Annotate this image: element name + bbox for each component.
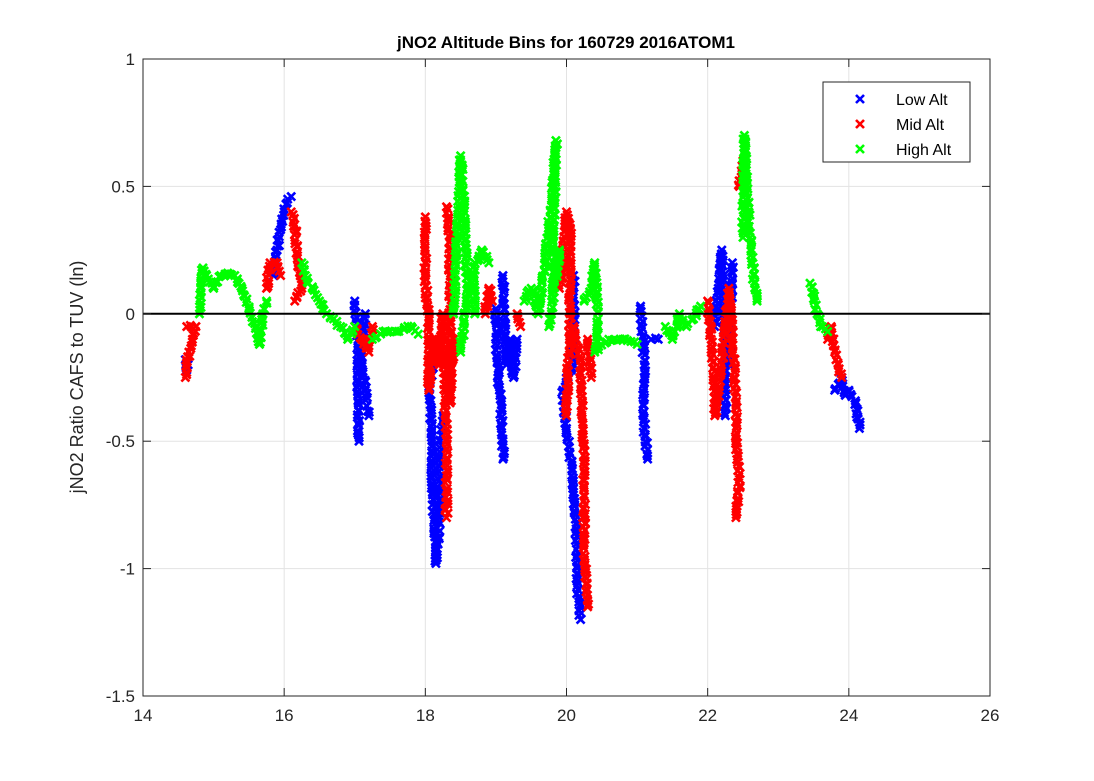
y-tick-label: -0.5	[106, 432, 135, 451]
data-point	[414, 330, 422, 338]
x-tick-label: 18	[416, 706, 435, 725]
x-tick-label: 22	[698, 706, 717, 725]
x-tick-label: 16	[275, 706, 294, 725]
legend-label: Low Alt	[896, 92, 948, 109]
x-tick-label: 20	[557, 706, 576, 725]
legend-label: Mid Alt	[896, 117, 945, 134]
x-tick-label: 24	[839, 706, 858, 725]
legend-label: High Alt	[896, 142, 952, 159]
y-tick-label: -1.5	[106, 687, 135, 706]
y-axis-label: jNO2 Ratio CAFS to TUV (ln)	[67, 261, 87, 495]
y-tick-label: 0.5	[111, 177, 135, 196]
x-tick-label: 14	[134, 706, 153, 725]
legend: Low Alt Mid Alt High Alt	[823, 82, 970, 162]
x-tick-label: 26	[981, 706, 1000, 725]
y-tick-label: 1	[126, 50, 135, 69]
scatter-chart: 14 16 18 20 22 24 26 -1.5 -1 -0.5 0 0.5 1 jNO2 Altit…	[0, 0, 1094, 781]
y-tick-label: -1	[120, 560, 135, 579]
chart-title: jNO2 Altitude Bins for 160729 2016ATOM1	[396, 33, 735, 52]
chart-figure: 14 16 18 20 22 24 26 -1.5 -1 -0.5 0 0.5 1 jNO2 Altit…	[0, 0, 1094, 781]
y-tick-label: 0	[126, 305, 135, 324]
